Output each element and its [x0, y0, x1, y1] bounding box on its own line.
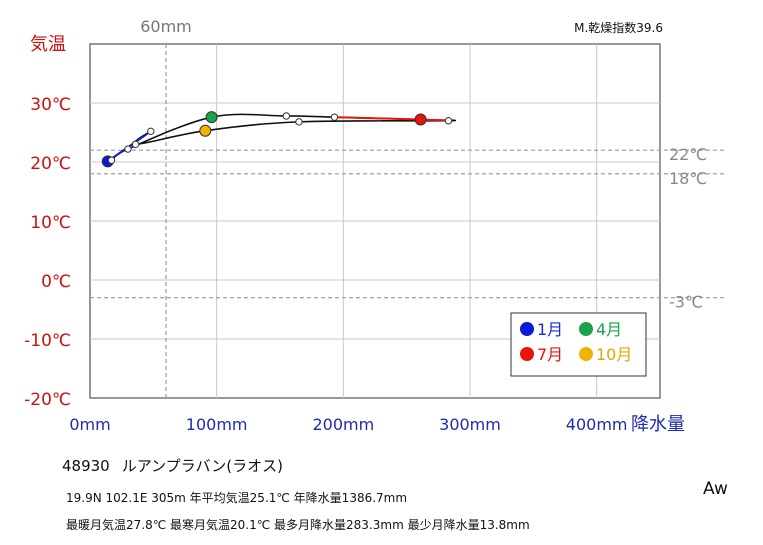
- y-axis-title: 気温: [30, 34, 66, 55]
- legend-label-4: 4月: [596, 320, 622, 339]
- month-point-10: [199, 124, 212, 137]
- warm-segment: [334, 116, 421, 121]
- legend-dot-7: [520, 347, 534, 361]
- climate-curve: [104, 113, 457, 165]
- y-tick-label: 10℃: [30, 213, 71, 233]
- y-tick-label: -20℃: [24, 390, 71, 410]
- month-point-9: [295, 118, 303, 126]
- station-title: 48930 ルアンプラバン(ラオス): [62, 455, 295, 476]
- legend-dot-10: [579, 347, 593, 361]
- x-tick-label: 300mm: [439, 415, 501, 434]
- station-stats-line-1: 19.9N 102.1E 305m 年平均気温25.1℃ 年降水量1386.7m…: [66, 491, 408, 505]
- y-tick-label: 20℃: [30, 154, 71, 174]
- legend-label-7: 7月: [537, 345, 563, 364]
- legend-label-10: 10月: [596, 345, 632, 364]
- month-point-4: [205, 111, 218, 124]
- legend-label-1: 1月: [537, 320, 563, 339]
- month-point-11: [131, 140, 140, 149]
- climate-curve-path: [104, 113, 457, 165]
- station-id: 48930: [62, 457, 110, 475]
- threshold-label: 18℃: [669, 169, 707, 188]
- x-tick-label: 400mm: [566, 415, 628, 434]
- legend-dot-4: [579, 322, 593, 336]
- month-point-3: [124, 145, 132, 153]
- x-tick-label: 200mm: [312, 415, 374, 434]
- threshold-label: 22℃: [669, 145, 707, 164]
- y-tick-label: -10℃: [24, 331, 71, 351]
- x-tick-label: 0mm: [69, 415, 110, 434]
- y-tick-label: 30℃: [30, 95, 71, 115]
- y-tick-label: 0℃: [41, 272, 71, 292]
- threshold-lines: [90, 44, 725, 398]
- month-point-8: [444, 117, 453, 125]
- month-point-12: [147, 127, 155, 136]
- aridity-index: M.乾燥指数39.6: [574, 20, 663, 35]
- x-tick-label: 100mm: [186, 415, 248, 434]
- koppen-class: Aw: [703, 479, 728, 499]
- threshold-label: -3℃: [669, 293, 703, 312]
- month-points: [101, 111, 453, 168]
- legend: 1月 4月 7月 10月: [510, 312, 647, 377]
- month-point-2: [107, 156, 116, 164]
- station-name: ルアンプラバン(ラオス): [121, 457, 283, 475]
- station-stats-line-2: 最暖月気温27.8℃ 最寒月気温20.1℃ 最多月降水量283.3mm 最少月降…: [66, 518, 530, 532]
- month-point-7: [414, 113, 427, 126]
- legend-dot-1: [520, 322, 534, 336]
- precip-marker-label: 60mm: [140, 17, 192, 36]
- month-point-6: [330, 113, 339, 121]
- month-point-5: [282, 112, 291, 120]
- x-axis-title: 降水量: [631, 414, 685, 435]
- axis-labels: 30℃ 20℃ 10℃ 0℃ -10℃ -20℃ 0mm 100mm 200mm 300mm 400…: [24, 17, 707, 435]
- legend-box: [510, 312, 647, 377]
